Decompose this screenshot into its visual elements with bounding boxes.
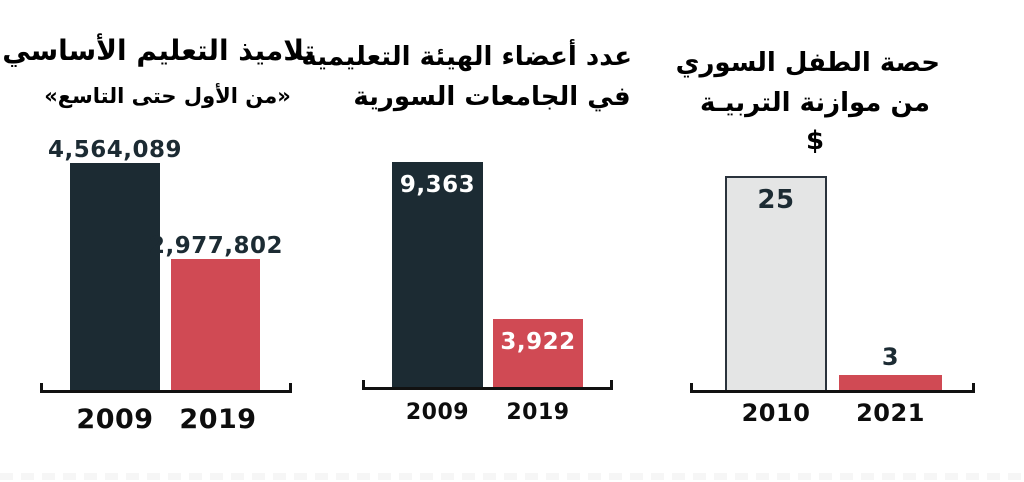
chart3-dollar-sign: $ bbox=[805, 126, 825, 156]
chart3-year-2021: 2021 bbox=[856, 399, 925, 427]
chart3-bar-2010 bbox=[725, 176, 827, 392]
chart2-bar-2019 bbox=[493, 319, 583, 389]
chart1-year-2009: 2009 bbox=[76, 404, 154, 435]
chart1-axis-baseline bbox=[40, 383, 292, 393]
chart1-value-2019: 2,977,802 bbox=[149, 233, 283, 259]
chart3-bar-2021 bbox=[839, 375, 942, 392]
chart3-year-2010: 2010 bbox=[741, 399, 811, 427]
chart3-title-line1: حصة الطفل السوري bbox=[675, 48, 940, 78]
chart2-year-2009: 2009 bbox=[405, 400, 470, 425]
chart2-year-2019: 2019 bbox=[506, 400, 570, 425]
chart2-title-line2: في الجامعات السورية bbox=[353, 82, 631, 112]
chart2-axis-baseline bbox=[362, 380, 613, 390]
chart3-title-line2: من موازنة التربيـة bbox=[700, 88, 930, 118]
chart3-value-2010: 25 bbox=[757, 185, 795, 215]
chart3-value-2021: 3 bbox=[881, 343, 900, 371]
chart1-subtitle: «من الأول حتى التاسع» bbox=[44, 84, 291, 108]
chart1-bar-2009 bbox=[70, 163, 160, 391]
chart3-axis-baseline bbox=[690, 383, 975, 393]
chart2-value-2009: 9,363 bbox=[399, 172, 476, 198]
chart1-title: تلاميذ التعليم الأساسي bbox=[2, 34, 315, 67]
chart2-value-2019: 3,922 bbox=[500, 329, 576, 355]
chart1-year-2019: 2019 bbox=[179, 404, 257, 435]
chart2-title-line1: عدد أعضاء الهيئة التعليمية bbox=[301, 42, 632, 72]
bottom-faint-texture bbox=[0, 473, 1024, 480]
chart1-value-2009: 4,564,089 bbox=[48, 137, 182, 163]
chart2-bar-2009 bbox=[392, 162, 483, 389]
chart1-bar-2019 bbox=[171, 259, 260, 391]
